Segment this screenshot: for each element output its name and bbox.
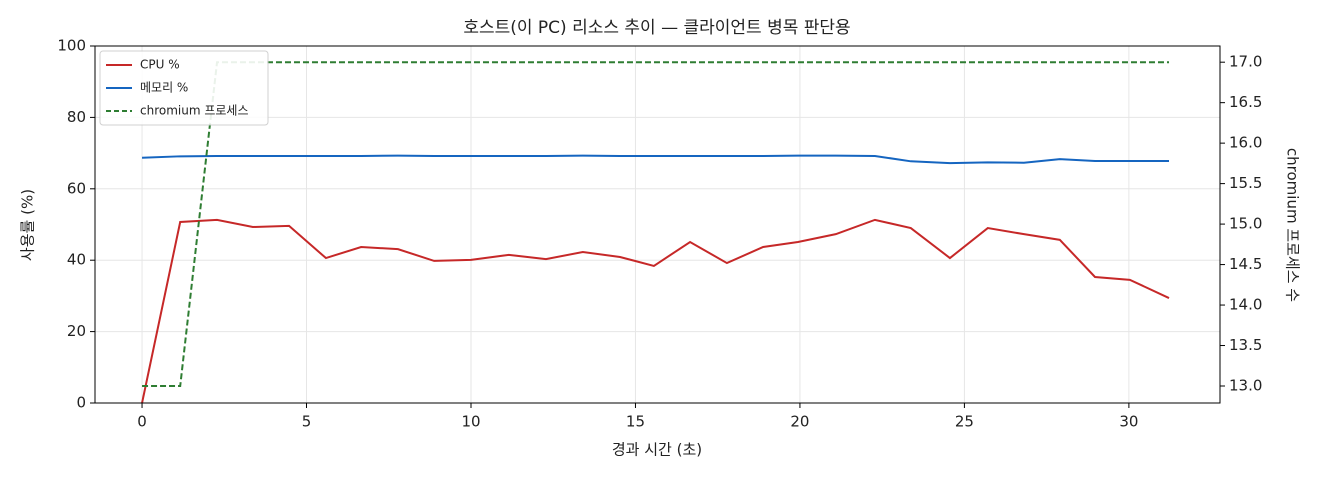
x-tick-label: 25 bbox=[955, 413, 974, 431]
y2-tick-label: 15.0 bbox=[1229, 215, 1262, 233]
y-tick-label: 20 bbox=[67, 322, 86, 340]
x-tick-label: 30 bbox=[1119, 413, 1138, 431]
plot-frame bbox=[94, 45, 1221, 404]
y2-tick-label: 16.0 bbox=[1229, 134, 1262, 152]
x-tick-label: 0 bbox=[137, 413, 147, 431]
y-tick-label: 40 bbox=[67, 251, 86, 269]
x-axis-label: 경과 시간 (초) bbox=[612, 441, 702, 459]
y2-tick-label: 14.5 bbox=[1229, 255, 1262, 273]
series-line bbox=[142, 61, 1170, 387]
y-axis-label: 사용률 (%) bbox=[19, 189, 37, 261]
y2-tick-label: 13.0 bbox=[1229, 377, 1262, 395]
y2-tick-label: 16.5 bbox=[1229, 93, 1262, 111]
legend-label: chromium 프로세스 bbox=[140, 104, 249, 118]
x-tick-label: 15 bbox=[626, 413, 645, 431]
y2-tick-label: 13.5 bbox=[1229, 336, 1262, 354]
legend-box bbox=[99, 50, 269, 126]
series-line bbox=[142, 154, 1170, 165]
y-tick-label: 100 bbox=[57, 37, 86, 55]
legend-label: 메모리 % bbox=[140, 81, 188, 95]
y2-tick-label: 14.0 bbox=[1229, 296, 1262, 314]
x-tick-label: 20 bbox=[790, 413, 809, 431]
legend-label: CPU % bbox=[140, 58, 180, 72]
y-tick-label: 60 bbox=[67, 179, 86, 197]
y-tick-label: 80 bbox=[67, 108, 86, 126]
chart-title: 호스트(이 PC) 리소스 추이 — 클라이언트 병목 판단용 bbox=[463, 18, 850, 38]
y-tick-label: 0 bbox=[76, 394, 86, 412]
y2-axis-label: chromium 프로세스 수 bbox=[1284, 148, 1302, 302]
x-tick-label: 10 bbox=[461, 413, 480, 431]
y2-tick-label: 15.5 bbox=[1229, 174, 1262, 192]
y2-tick-label: 17.0 bbox=[1229, 53, 1262, 71]
series-line bbox=[141, 218, 1170, 404]
x-tick-label: 5 bbox=[302, 413, 312, 431]
